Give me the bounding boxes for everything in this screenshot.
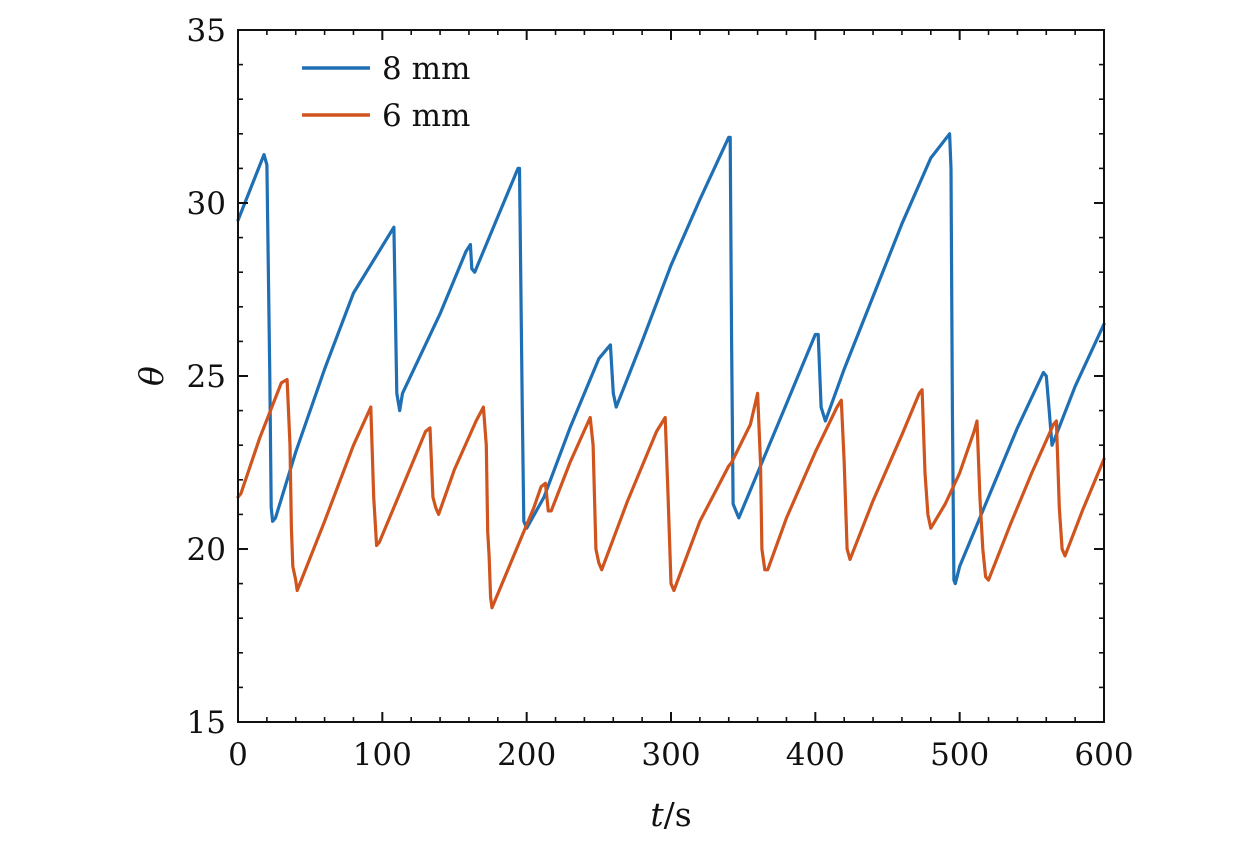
x-tick-label: 600	[1074, 737, 1133, 773]
ticks-layer	[237, 29, 1105, 723]
x-axis-label-italic: t	[650, 795, 664, 834]
legend-label-1: 8 mm	[382, 51, 470, 87]
legend-label-2: 6 mm	[382, 98, 470, 134]
x-tick-label: 500	[930, 737, 989, 773]
y-tick-label: 30	[187, 186, 226, 222]
y-tick-label: 25	[187, 359, 226, 395]
x-tick-label: 400	[786, 737, 845, 773]
x-tick-label: 300	[641, 737, 700, 773]
series-line-2	[236, 377, 1106, 610]
y-tick-label: 35	[187, 13, 226, 49]
x-axis-label-unit: /s	[664, 795, 692, 834]
x-tick-label: 0	[228, 737, 248, 773]
y-tick-label: 15	[187, 705, 226, 741]
plot-frame	[237, 29, 1105, 723]
y-tick-label: 20	[187, 532, 226, 568]
x-axis-label: t/s	[650, 795, 691, 834]
legend: 8 mm 6 mm	[302, 51, 470, 134]
x-tick-label: 100	[353, 737, 412, 773]
x-tick-label: 200	[497, 737, 556, 773]
tick-labels: 0 100 200 300 400 500 600 15 20 25 30 35	[187, 13, 1134, 773]
series-layer	[236, 132, 1106, 610]
series-line-1	[236, 132, 1106, 586]
y-axis-label: θ	[132, 366, 171, 386]
